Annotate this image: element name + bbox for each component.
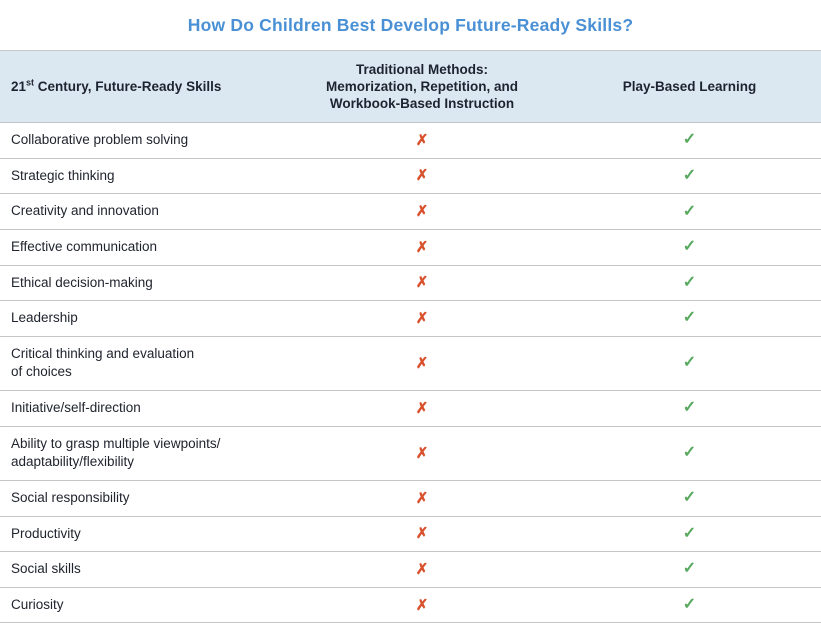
traditional-methods-cell: ✗ <box>297 587 547 623</box>
traditional-methods-cell: ✗ <box>297 300 547 337</box>
skill-label: Critical thinking and evaluation of choi… <box>0 336 297 392</box>
check-icon: ✓ <box>682 560 697 578</box>
skill-label: Social responsibility <box>0 480 297 517</box>
cross-icon: ✗ <box>415 238 429 256</box>
check-icon: ✓ <box>682 444 697 462</box>
skill-label: Initiative/self-direction <box>0 390 297 427</box>
cross-icon: ✗ <box>415 274 429 292</box>
table-row: Curiosity ✗ ✓ <box>0 587 821 623</box>
cross-icon: ✗ <box>415 525 429 543</box>
table-row: Social skills ✗ ✓ <box>0 551 821 588</box>
skill-label: Collaborative problem solving <box>0 122 297 159</box>
table-row: Ethical decision-making ✗ ✓ <box>0 265 821 302</box>
check-icon: ✓ <box>682 354 697 372</box>
check-icon: ✓ <box>682 524 697 542</box>
play-based-cell: ✓ <box>547 390 821 427</box>
check-icon: ✓ <box>682 238 697 256</box>
cross-icon: ✗ <box>415 203 429 221</box>
traditional-methods-cell: ✗ <box>297 265 547 302</box>
header-traditional-line-3: Workbook-Based Instruction <box>329 96 515 111</box>
traditional-methods-cell: ✗ <box>297 158 547 195</box>
check-icon: ✓ <box>682 596 697 614</box>
skill-label: Leadership <box>0 300 297 337</box>
header-skills-column: 21st Century, Future-Ready Skills <box>0 50 297 123</box>
skill-label: Social skills <box>0 551 297 588</box>
table-row: Ability to grasp multiple viewpoints/ ad… <box>0 426 821 481</box>
table-header: 21st Century, Future-Ready Skills Tradit… <box>0 50 821 123</box>
table-row: Collaborative problem solving ✗ ✓ <box>0 122 821 159</box>
header-play-based-column: Play-Based Learning <box>547 50 821 123</box>
traditional-methods-cell: ✗ <box>297 229 547 266</box>
cross-icon: ✗ <box>415 489 429 507</box>
traditional-methods-cell: ✗ <box>297 122 547 159</box>
table-row: Strategic thinking ✗ ✓ <box>0 158 821 195</box>
skill-label: Ethical decision-making <box>0 265 297 302</box>
skill-label: Effective communication <box>0 229 297 266</box>
table-row: Creativity and innovation ✗ ✓ <box>0 193 821 230</box>
play-based-cell: ✓ <box>547 587 821 623</box>
table-row: Effective communication ✗ ✓ <box>0 229 821 266</box>
play-based-cell: ✓ <box>547 229 821 266</box>
play-based-cell: ✓ <box>547 158 821 195</box>
cross-icon: ✗ <box>415 444 429 462</box>
header-skills-text: Century, Future-Ready Skills <box>34 79 222 94</box>
traditional-methods-cell: ✗ <box>297 336 547 392</box>
play-based-cell: ✓ <box>547 480 821 517</box>
header-traditional-column: Traditional Methods: Memorization, Repet… <box>297 50 547 123</box>
table-row: Social responsibility ✗ ✓ <box>0 480 821 517</box>
check-icon: ✓ <box>682 202 697 220</box>
play-based-cell: ✓ <box>547 122 821 159</box>
table-row: Critical thinking and evaluation of choi… <box>0 336 821 392</box>
skill-label: Productivity <box>0 516 297 553</box>
check-icon: ✓ <box>682 399 697 417</box>
table-row: Initiative/self-direction ✗ ✓ <box>0 390 821 427</box>
header-traditional-line-2: Memorization, Repetition, and <box>325 79 518 94</box>
traditional-methods-cell: ✗ <box>297 390 547 427</box>
skill-label: Curiosity <box>0 587 297 623</box>
play-based-cell: ✓ <box>547 516 821 553</box>
check-icon: ✓ <box>682 273 697 291</box>
traditional-methods-cell: ✗ <box>297 551 547 588</box>
skills-comparison-table: 21st Century, Future-Ready Skills Tradit… <box>0 50 821 623</box>
page-title: How Do Children Best Develop Future-Read… <box>187 15 634 35</box>
traditional-methods-cell: ✗ <box>297 516 547 553</box>
cross-icon: ✗ <box>415 131 429 149</box>
cross-icon: ✗ <box>415 167 429 185</box>
skill-label: Strategic thinking <box>0 158 297 195</box>
traditional-methods-cell: ✗ <box>297 480 547 517</box>
play-based-cell: ✓ <box>547 336 821 392</box>
play-based-cell: ✓ <box>547 551 821 588</box>
header-row: 21st Century, Future-Ready Skills Tradit… <box>0 50 821 123</box>
play-based-cell: ✓ <box>547 193 821 230</box>
skill-label: Creativity and innovation <box>0 193 297 230</box>
cross-icon: ✗ <box>415 596 429 614</box>
skill-label: Ability to grasp multiple viewpoints/ ad… <box>0 426 297 481</box>
traditional-methods-cell: ✗ <box>297 426 547 481</box>
skills-table-body: Collaborative problem solving ✗ ✓ Strate… <box>0 122 821 623</box>
header-skills-ordinal: st <box>26 77 35 88</box>
check-icon: ✓ <box>682 309 697 327</box>
cross-icon: ✗ <box>415 560 429 578</box>
header-skills-number: 21 <box>11 79 27 94</box>
cross-icon: ✗ <box>415 309 429 327</box>
play-based-cell: ✓ <box>547 265 821 302</box>
header-traditional-line-1: Traditional Methods: <box>355 62 488 77</box>
table-row: Leadership ✗ ✓ <box>0 300 821 337</box>
play-based-cell: ✓ <box>547 426 821 481</box>
cross-icon: ✗ <box>415 399 429 417</box>
traditional-methods-cell: ✗ <box>297 193 547 230</box>
table-row: Productivity ✗ ✓ <box>0 516 821 553</box>
check-icon: ✓ <box>682 489 697 507</box>
check-icon: ✓ <box>682 131 697 149</box>
check-icon: ✓ <box>682 166 697 184</box>
play-based-cell: ✓ <box>547 300 821 337</box>
page: How Do Children Best Develop Future-Read… <box>0 15 821 623</box>
cross-icon: ✗ <box>415 354 429 372</box>
